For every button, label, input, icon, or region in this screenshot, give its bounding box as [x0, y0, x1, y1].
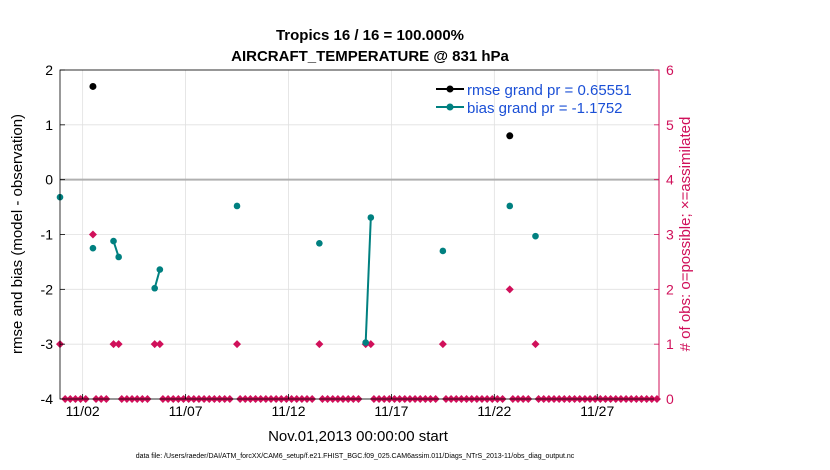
bias-point [233, 202, 241, 210]
bias-point [151, 284, 158, 292]
bias-point [532, 232, 539, 240]
y-tick-label: -2 [41, 281, 54, 297]
data-file-footer: data file: /Users/raeder/DAI/ATM_forcXX/… [136, 453, 575, 460]
y-right-tick-label: 3 [666, 227, 674, 243]
chart-title-line2: AIRCRAFT_TEMPERATURE @ 831 hPa [231, 48, 509, 65]
obs-count-marker [88, 230, 97, 239]
y-axis-label-right: # of obs: o=possible; ×=assimilated [677, 117, 694, 352]
y-tick-label: 0 [45, 172, 53, 188]
legend-bias-label: bias grand pr = -1.1752 [467, 100, 623, 117]
y-tick-label: 1 [45, 117, 53, 133]
obs-count-marker [531, 340, 540, 349]
y-right-tick-label: 6 [666, 62, 674, 78]
axis-ticks: 11/02 11/07 11/12 11/17 11/22 11/27 2 1 0 -1 -2 -3 -… [41, 62, 674, 419]
y-tick-label: -1 [41, 227, 54, 243]
grid [60, 69, 659, 400]
y-right-tick-label: 2 [666, 281, 674, 297]
legend-rmse-marker [446, 85, 454, 93]
bias-point [110, 237, 117, 245]
x-tick-label: 11/12 [271, 403, 305, 419]
obs-count-marker [155, 340, 164, 349]
bias-line-segment [364, 217, 372, 343]
bias-point [506, 202, 514, 210]
bias-point [439, 247, 447, 255]
bias-point [89, 244, 97, 252]
chart-title-line1: Tropics 16 / 16 = 100.000% [276, 27, 464, 44]
legend-bias-marker [446, 103, 454, 111]
obs-count-marker [315, 340, 324, 349]
bias-point [367, 214, 375, 221]
bias-point [362, 339, 369, 346]
y-right-tick-label: 5 [666, 117, 674, 133]
rmse-point [89, 82, 97, 90]
obs-count-marker [109, 340, 118, 349]
y-tick-label: -4 [41, 391, 54, 407]
y-tick-label: 2 [45, 62, 53, 78]
legend-rmse-label: rmse grand pr = 0.65551 [467, 82, 632, 99]
obs-count-markers [56, 230, 661, 403]
obs-count-marker [233, 340, 242, 349]
obs-count-marker [438, 340, 447, 349]
y-tick-label: -3 [41, 336, 54, 352]
obs-count-marker [114, 340, 123, 349]
x-tick-label: 11/02 [66, 403, 100, 419]
x-tick-label: 11/22 [477, 403, 511, 419]
data-series [56, 82, 539, 346]
obs-count-marker [505, 285, 514, 294]
y-right-tick-label: 1 [666, 336, 674, 352]
rmse-point [506, 132, 514, 140]
y-axis-label: rmse and bias (model - observation) [9, 114, 26, 354]
x-tick-label: 11/27 [580, 403, 614, 419]
bias-point [156, 266, 164, 273]
x-axis-label: Nov.01,2013 00:00:00 start [268, 428, 449, 445]
bias-point [316, 239, 323, 247]
y-right-tick-label: 0 [666, 391, 674, 407]
y-right-tick-label: 4 [666, 172, 674, 188]
x-tick-label: 11/07 [169, 403, 203, 419]
bias-point [115, 253, 122, 261]
legend: rmse grand pr = 0.65551 bias grand pr = … [436, 82, 632, 117]
x-tick-label: 11/17 [374, 403, 408, 419]
obs-count-marker [150, 340, 159, 349]
